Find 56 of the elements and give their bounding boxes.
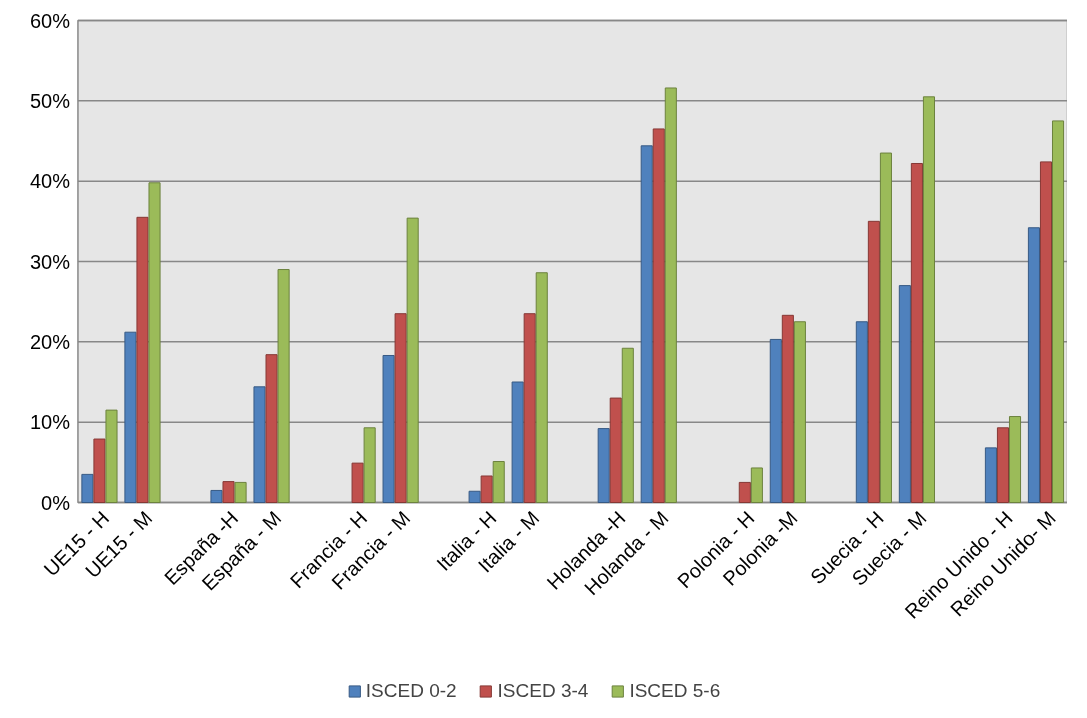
bar [621,347,634,503]
y-tick-label: 40% [29,170,71,193]
bar [910,162,923,503]
y-tick-label: 60% [29,9,71,32]
y-tick-label: 10% [29,411,71,434]
bar [277,269,290,503]
bar [652,128,665,503]
bar [664,87,677,503]
bar [363,427,376,503]
bar [879,152,892,503]
bar [781,314,794,503]
bar [984,447,997,503]
bar [855,321,868,503]
bar [406,217,419,503]
bar [253,386,266,503]
bar [996,427,1010,503]
y-tick-label: 20% [29,330,71,353]
bar [867,220,880,503]
bar [640,145,653,503]
y-tick-label: 0% [41,491,71,514]
bar [351,462,364,503]
bar [234,481,247,503]
bar [492,461,505,503]
bar [222,481,235,503]
bar [535,272,548,503]
bar [382,354,395,503]
bar [769,338,782,503]
bar [898,285,911,503]
bar [124,331,137,503]
bar [1039,161,1053,503]
bar [265,354,278,503]
y-tick-label: 50% [29,89,71,112]
legend-label: ISCED 0-2 [365,680,457,702]
bar [148,182,161,503]
bar [1051,120,1065,503]
bar [136,216,149,503]
bar [210,489,223,503]
bar [523,313,536,503]
y-tick-label: 30% [29,250,71,273]
bar [81,473,94,503]
bar [1008,416,1022,503]
bar [93,438,106,503]
bar [468,490,481,503]
legend-label: ISCED 3-4 [497,680,589,702]
bar [1027,227,1040,503]
bar [750,467,763,503]
bar [738,481,751,503]
bar [394,313,407,503]
bar [922,96,935,503]
legend-label: ISCED 5-6 [629,680,721,702]
bar [793,321,806,503]
bar [609,397,622,503]
bar [105,409,118,503]
bar [597,428,610,503]
bar [480,475,493,503]
bar [511,381,524,503]
